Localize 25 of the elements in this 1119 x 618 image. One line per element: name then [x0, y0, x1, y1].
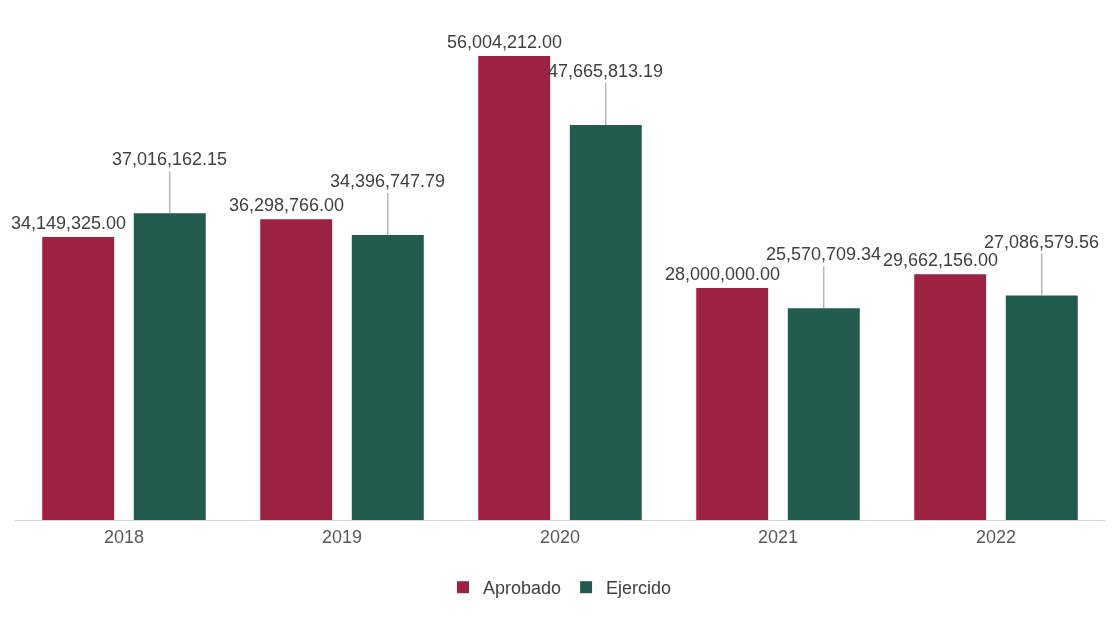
legend-label: Ejercido	[606, 578, 672, 599]
bar	[696, 288, 769, 520]
data-label: 29,662,156.00	[883, 250, 999, 270]
bar	[1005, 295, 1078, 520]
bar	[133, 213, 206, 520]
bar	[351, 235, 424, 520]
data-label: 27,086,579.56	[984, 232, 1100, 252]
x-tick-label: 2018	[103, 526, 145, 547]
x-tick-label: 2019	[321, 526, 363, 547]
data-label: 34,149,325.00	[11, 213, 127, 233]
data-label: 25,570,709.34	[766, 244, 882, 264]
legend-label: Aprobado	[483, 578, 562, 599]
data-label: 37,016,162.15	[112, 149, 228, 169]
bar	[914, 274, 987, 520]
bar	[569, 125, 642, 520]
bar	[260, 219, 333, 520]
x-tick-label: 2020	[539, 526, 581, 547]
data-label: 28,000,000.00	[665, 264, 781, 284]
x-tick-label: 2022	[975, 526, 1017, 547]
bar	[42, 237, 115, 520]
data-label: 56,004,212.00	[447, 32, 563, 52]
data-label: 34,396,747.79	[330, 171, 446, 191]
x-tick-label: 2021	[757, 526, 799, 547]
bar	[787, 308, 860, 520]
data-label: 36,298,766.00	[229, 195, 345, 215]
